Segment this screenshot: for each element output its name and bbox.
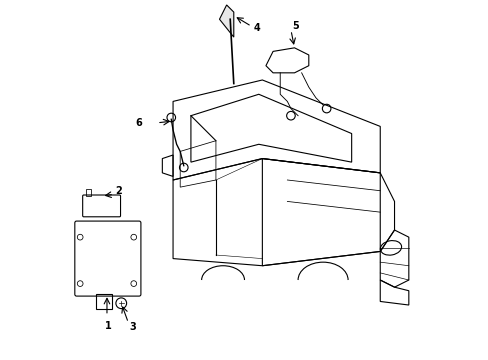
Polygon shape [219, 5, 233, 37]
Text: 1: 1 [104, 321, 111, 332]
Text: 2: 2 [115, 186, 122, 197]
Text: 5: 5 [292, 21, 299, 31]
Text: 4: 4 [253, 23, 260, 33]
Text: 3: 3 [129, 322, 136, 332]
Text: 6: 6 [135, 118, 142, 128]
